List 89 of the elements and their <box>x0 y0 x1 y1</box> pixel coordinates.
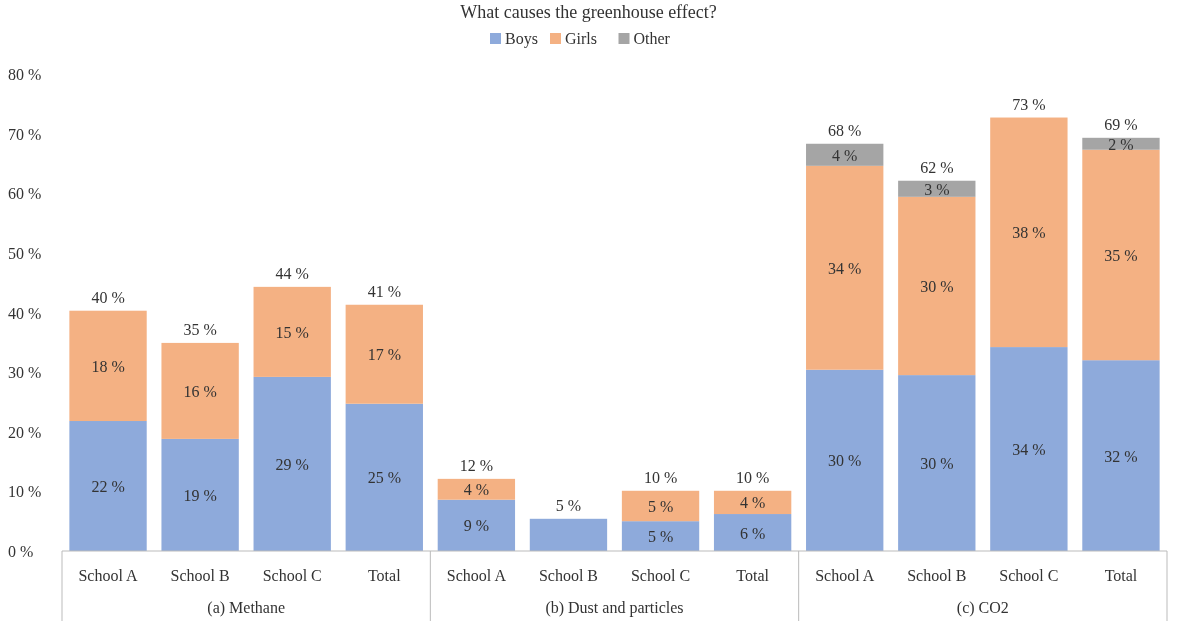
data-label: 15 % <box>275 323 309 341</box>
bar <box>69 421 147 551</box>
total-label: 73 % <box>1012 95 1046 113</box>
data-label: 30 % <box>828 452 862 470</box>
data-label: 4 % <box>739 494 766 512</box>
x-tick-label: School C <box>999 567 1059 584</box>
x-tick-label: School C <box>262 567 322 584</box>
total-label: 35 % <box>183 320 217 338</box>
data-label: 34 % <box>1012 441 1046 459</box>
x-tick-label: School A <box>815 567 875 584</box>
bar <box>806 143 884 166</box>
legend-label: Girls <box>565 30 597 47</box>
data-label: 9 % <box>463 517 490 535</box>
data-label: 22 % <box>91 478 125 496</box>
data-label: 17 % <box>367 346 401 364</box>
total-label: 12 % <box>459 456 494 474</box>
y-tick-label: 70 % <box>8 125 42 143</box>
bar <box>990 347 1068 551</box>
total-label: 62 % <box>920 158 954 176</box>
x-tick-label: School B <box>170 567 230 584</box>
bar <box>806 369 884 551</box>
bar <box>713 490 792 515</box>
bar <box>621 490 700 522</box>
data-label: 6 % <box>739 524 766 542</box>
bar <box>345 304 423 404</box>
total-label: 68 % <box>828 121 862 139</box>
data-label: 29 % <box>275 455 309 473</box>
data-label: 30 % <box>920 455 954 473</box>
data-label: 3 % <box>924 180 950 198</box>
text: (a) Methane <box>207 599 286 617</box>
data-label: 18 % <box>91 357 125 375</box>
data-label: 19 % <box>183 486 217 504</box>
y-tick-label: 40 % <box>8 304 42 322</box>
x-tick-label: School B <box>538 567 599 584</box>
total-label: 10 % <box>643 468 678 486</box>
x-tick-label: School B <box>907 567 967 584</box>
y-tick-label: 60 % <box>8 185 42 203</box>
y-tick-label: 0 % <box>8 543 34 560</box>
y-tick-label: 50 % <box>8 244 42 262</box>
data-label: 25 % <box>367 469 401 487</box>
x-tick-label: Total <box>1104 567 1138 584</box>
x-tick-label: Total <box>736 567 770 584</box>
x-tick-label: School A <box>78 567 139 584</box>
data-label: 16 % <box>183 382 217 400</box>
legend-label: Boys <box>505 30 538 48</box>
x-tick-label: School C <box>630 567 691 584</box>
bar <box>806 165 884 370</box>
total-label: 69 % <box>1104 115 1138 133</box>
bar <box>713 514 792 551</box>
legend-label: Other <box>633 30 671 47</box>
data-label: 5 % <box>647 528 674 546</box>
data-label: 5 % <box>647 497 674 515</box>
bar <box>345 403 423 551</box>
text: (c) CO2 <box>956 599 1009 617</box>
x-tick-label: School A <box>446 567 507 584</box>
bar <box>161 342 239 439</box>
text: (b) Dust and particles <box>545 599 684 617</box>
data-label: 32 % <box>1104 447 1138 465</box>
bar <box>529 518 608 551</box>
bar <box>1082 149 1160 361</box>
y-tick-label: 80 % <box>8 66 42 83</box>
bar <box>898 196 976 376</box>
bar <box>161 438 239 551</box>
data-label: 4 % <box>832 146 858 164</box>
bar <box>990 117 1068 348</box>
y-tick-label: 30 % <box>8 364 42 382</box>
data-label: 30 % <box>920 277 954 295</box>
bar <box>898 375 976 551</box>
total-label: 5 % <box>555 496 582 514</box>
total-label: 10 % <box>735 468 770 486</box>
bar <box>253 286 331 377</box>
data-label: 35 % <box>1104 246 1138 264</box>
bar <box>1082 360 1160 551</box>
chart-title: What causes the greenhouse effect? <box>460 2 717 22</box>
bar <box>621 521 700 551</box>
data-label: 34 % <box>828 259 862 277</box>
total-label: 44 % <box>275 264 309 282</box>
bar <box>437 499 516 551</box>
total-label: 41 % <box>367 282 401 300</box>
bar <box>69 310 147 422</box>
data-label: 2 % <box>1108 135 1134 153</box>
bar <box>437 478 516 500</box>
y-tick-label: 20 % <box>8 423 42 441</box>
bar <box>253 376 331 551</box>
total-label: 40 % <box>91 288 125 306</box>
data-label: 4 % <box>463 481 490 499</box>
y-tick-label: 10 % <box>8 483 42 501</box>
x-tick-label: Total <box>367 567 402 584</box>
data-label: 38 % <box>1012 224 1046 242</box>
